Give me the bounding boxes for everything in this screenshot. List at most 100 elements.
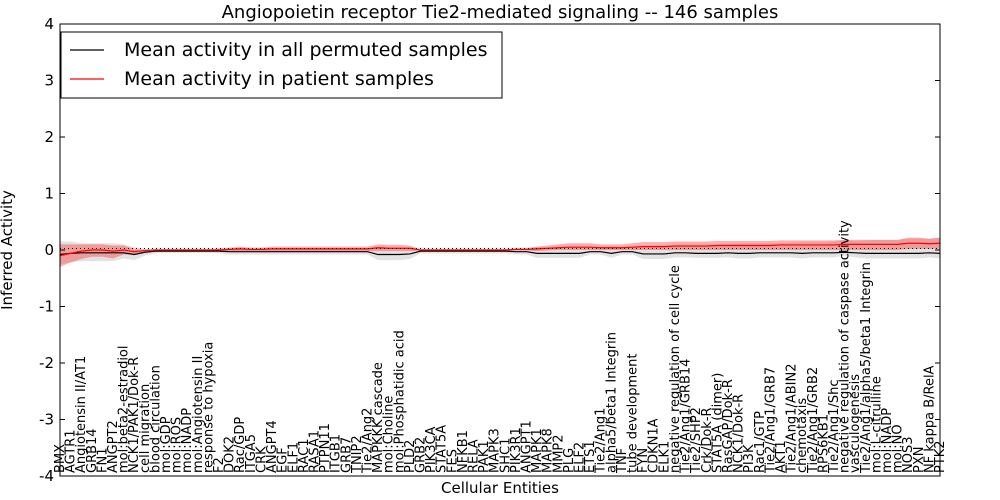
x-category-label: Tie2/Ang1/GRB14 (679, 359, 694, 474)
y-tick-label: -4 (39, 467, 54, 485)
x-category-label: RASA1 (307, 430, 322, 473)
x-category-label: cell migration (138, 384, 153, 473)
x-category-label: PIK3R1 (509, 427, 524, 473)
x-category-label: NCK1/PAK1/Dok-R (127, 357, 142, 473)
x-category-label: ELF1 (286, 442, 301, 473)
x-category-label: F2 (212, 457, 227, 473)
x-category-label: RAC1 (297, 438, 312, 473)
x-category-label: negative regulation of cell cycle (668, 265, 683, 473)
x-category-label: Tie2/Ang1/Shc (827, 380, 842, 474)
y-tick-label: 2 (44, 128, 54, 146)
x-category-label: MAPK1 (530, 428, 545, 473)
legend-label-patient: Mean activity in patient samples (124, 68, 434, 90)
legend-box (60, 31, 503, 99)
y-tick-label: 1 (44, 185, 54, 203)
x-category-label: Tie2/Ang1/GRB7 (763, 367, 778, 474)
x-category-label: NFKB1 (456, 430, 471, 473)
x-category-label: mol:Phosphatidic acid (392, 330, 407, 473)
x-category-label: NF kappa B/RelA (922, 365, 937, 473)
x-category-label: mol:NO (891, 424, 906, 473)
x-category-label: mol:ROS (170, 417, 185, 473)
x-category-label: mol:NADP (180, 408, 195, 473)
x-category-label: mol:Choline (382, 396, 397, 473)
plot-frame (59, 23, 941, 477)
x-category-label: STAT5A (435, 425, 450, 473)
y-tick-label: -3 (39, 411, 54, 429)
x-category-label: MAPKKK cascade (371, 362, 386, 473)
x-category-label: AKT1 (774, 440, 789, 473)
x-category-label: Rac1/GTP (753, 411, 768, 473)
x-category-label: MMP2 (551, 434, 566, 473)
x-category-label: FN1 (95, 448, 110, 473)
x-category-label: Tie2/Ang1/alpha5/beta1 Integrin (859, 262, 874, 474)
x-category-label: Tie2/Ang1/GRB2 (806, 367, 821, 474)
x-category-label: mol:Angiotensin II (191, 356, 206, 473)
x-category-label: RELA (466, 439, 481, 473)
x-category-label: SHC1 (498, 438, 513, 473)
x-category-label: RPS6KB1 (816, 414, 831, 473)
y-axis-label: Inferred Activity (0, 190, 16, 310)
x-category-label: alpha5/beta1 Integrin (604, 332, 619, 473)
x-category-label: Rac/GDP (233, 417, 248, 473)
x-category-label: GRB7 (339, 437, 354, 473)
x-category-label: AGTR1 (64, 429, 79, 473)
x-category-label: ELK1 (657, 441, 672, 473)
x-category-label: ELF2 (573, 442, 588, 473)
x-category-label: ITGB1 (329, 434, 344, 473)
x-category-label: tube development (626, 354, 641, 473)
y-tick-label: 4 (44, 15, 54, 33)
permuted-mean-line (59, 250, 941, 256)
x-category-label: CDKN1A (647, 418, 662, 473)
x-category-label: Tie2/Ang2 (360, 408, 375, 474)
x-category-label: ITGA5 (244, 434, 259, 473)
x-category-label: PTPN11 (318, 423, 333, 473)
y-tick-label: -1 (39, 298, 54, 316)
x-category-label: NCK1/Dok-R (732, 394, 747, 473)
legend: Mean activity in all permuted samples Me… (60, 31, 503, 99)
x-category-label: RasGAP/Dok-R (721, 379, 736, 473)
x-axis-label: Cellular Entities (441, 479, 559, 497)
x-category-label: PXN (912, 447, 927, 473)
x-category-label: FES (445, 449, 460, 473)
x-category-label: ANGPT4 (265, 420, 280, 473)
x-category-label: mol:GDP (159, 416, 174, 473)
x-category-label: chemotaxis (795, 398, 810, 473)
x-category-label: PLG (562, 448, 577, 473)
y-tick-label: -2 (39, 354, 54, 372)
x-category-label: PAK1 (477, 440, 492, 473)
x-category-label: ANGPT2 (106, 420, 121, 473)
x-category-label: Angiotensin II/AT1 (74, 356, 89, 473)
x-category-label: Crk/Dok-R (700, 407, 715, 473)
x-category-label: TNF (615, 448, 630, 474)
x-category-label: CRK (254, 446, 269, 473)
x-category-label: vasculogenesis (848, 374, 863, 473)
x-category-label: mol:L-citrulline (869, 376, 884, 473)
x-category-label: ETS1 (583, 440, 598, 473)
x-category-label: ANGPT1 (520, 420, 535, 473)
x-category-label: mol:beta2-estradiol (117, 346, 132, 474)
x-category-label: PLD2 (403, 440, 418, 473)
x-category-label: blood circulation (148, 365, 163, 473)
x-category-label: MAPK8 (541, 428, 556, 473)
x-category-label: GRB14 (85, 428, 100, 473)
x-category-label: DOK2 (223, 436, 238, 473)
x-category-label: Tie2/Ang1 (594, 408, 609, 474)
x-category-label: TNIP2 (350, 435, 365, 474)
x-category-label: GRB2 (413, 437, 428, 473)
y-tick-label: 0 (44, 241, 54, 259)
x-category-label: Tie2/SHP2 (689, 407, 704, 474)
x-category-label: Tie2/Ang1/ABIN2 (785, 364, 800, 474)
patient-mean-line (59, 242, 941, 257)
x-category-label: FYN (636, 448, 651, 473)
x-category-label: NOS3 (901, 437, 916, 473)
chart-title: Angiopoietin receptor Tie2-mediated sign… (222, 2, 779, 23)
x-category-label: PI3K (742, 444, 757, 473)
x-category-label: PIK3CA (424, 426, 439, 473)
x-category-label: MAPK3 (488, 428, 503, 473)
x-category-label: STAT5A (dimer) (710, 373, 725, 473)
y-tick-label: 3 (44, 72, 54, 90)
legend-label-permuted: Mean activity in all permuted samples (124, 39, 487, 61)
x-category-label: mol:NADP (880, 408, 895, 473)
x-category-label: response to hypoxia (201, 342, 216, 473)
